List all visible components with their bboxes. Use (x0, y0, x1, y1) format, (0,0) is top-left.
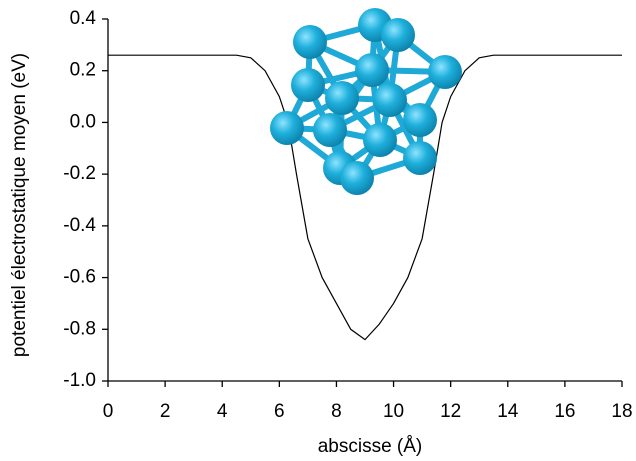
x-tick-label: 6 (274, 401, 285, 422)
atom (373, 83, 407, 117)
atom (381, 18, 415, 52)
x-tick-label: 2 (160, 401, 171, 422)
x-axis-label: abscisse (Å) (318, 436, 423, 457)
x-tick-label: 4 (217, 401, 228, 422)
y-tick-label: -0.2 (63, 163, 96, 184)
y-tick-label: -0.4 (63, 215, 96, 236)
atom (428, 55, 462, 89)
y-tick-label: -1.0 (63, 370, 96, 391)
x-tick-label: 10 (383, 401, 404, 422)
y-tick-label: -0.8 (63, 318, 96, 339)
atom (325, 81, 359, 115)
atom (291, 68, 325, 102)
atom (403, 141, 437, 175)
atom (293, 25, 327, 59)
y-tick-label: -0.6 (63, 267, 96, 288)
atom (363, 123, 397, 157)
atom (403, 103, 437, 137)
x-tick-label: 14 (497, 401, 519, 422)
atom (313, 113, 347, 147)
molecule (270, 8, 462, 195)
x-tick-label: 16 (554, 401, 575, 422)
atom (355, 53, 389, 87)
x-tick-label: 0 (103, 401, 114, 422)
x-tick-label: 18 (611, 401, 632, 422)
y-tick-label: 0.4 (70, 8, 97, 29)
x-tick-label: 12 (440, 401, 461, 422)
x-tick-label: 8 (331, 401, 342, 422)
atom (270, 111, 304, 145)
atom (340, 161, 374, 195)
data-line (108, 54, 622, 341)
y-tick-label: 0.0 (70, 111, 96, 132)
y-axis-label: potentiel électrostatique moyen (eV) (9, 53, 30, 357)
y-tick-label: 0.2 (70, 60, 96, 81)
